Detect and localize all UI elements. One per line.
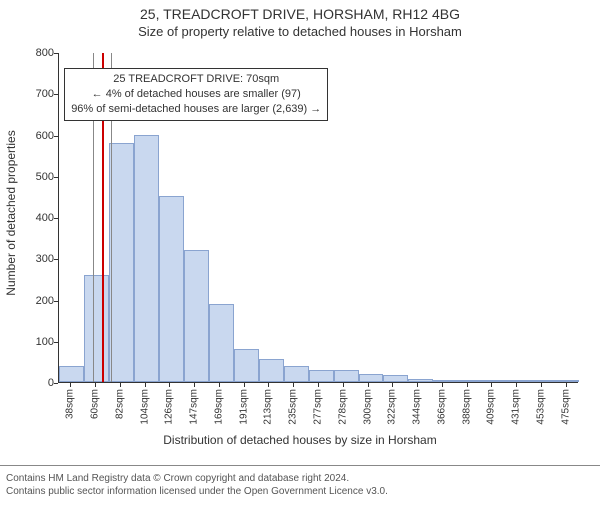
x-tick-label: 147sqm (189, 389, 200, 425)
x-tick-label: 453sqm (535, 389, 546, 425)
x-tick-label: 344sqm (412, 389, 423, 425)
x-tick-label: 169sqm (213, 389, 224, 425)
histogram-bar (134, 135, 159, 383)
x-tick-mark (417, 383, 418, 387)
x-tick-label: 126sqm (164, 389, 175, 425)
histogram-bar (433, 380, 458, 382)
histogram-bar (84, 275, 109, 382)
y-tick-mark (54, 53, 58, 54)
annotation-line: ← 4% of detached houses are smaller (97) (71, 87, 321, 102)
histogram-bar (109, 143, 134, 382)
y-tick-mark (54, 218, 58, 219)
y-tick-mark (54, 94, 58, 95)
x-tick-mark (194, 383, 195, 387)
x-tick-label: 277sqm (313, 389, 324, 425)
x-tick-mark (145, 383, 146, 387)
x-tick-label: 366sqm (436, 389, 447, 425)
y-tick-mark (54, 383, 58, 384)
histogram-bar (483, 380, 508, 382)
annotation-box: 25 TREADCROFT DRIVE: 70sqm← 4% of detach… (64, 68, 328, 121)
x-tick-label: 38sqm (65, 389, 76, 419)
x-tick-mark (442, 383, 443, 387)
x-tick-mark (120, 383, 121, 387)
y-tick-label: 200 (14, 295, 54, 307)
x-tick-mark (566, 383, 567, 387)
y-tick-mark (54, 301, 58, 302)
histogram-bar (234, 349, 259, 382)
annotation-line: 25 TREADCROFT DRIVE: 70sqm (71, 72, 321, 87)
x-tick-mark (467, 383, 468, 387)
histogram-bar (209, 304, 234, 382)
x-tick-label: 475sqm (560, 389, 571, 425)
title-sub: Size of property relative to detached ho… (0, 24, 600, 39)
histogram-bar (458, 380, 483, 382)
x-tick-mark (169, 383, 170, 387)
x-tick-mark (219, 383, 220, 387)
histogram-bar (184, 250, 209, 382)
y-tick-mark (54, 136, 58, 137)
y-tick-label: 800 (14, 47, 54, 59)
x-tick-mark (318, 383, 319, 387)
histogram-bar (284, 366, 309, 383)
footer-line-1: Contains HM Land Registry data © Crown c… (6, 472, 594, 485)
x-tick-label: 388sqm (461, 389, 472, 425)
x-tick-label: 278sqm (337, 389, 348, 425)
x-tick-mark (541, 383, 542, 387)
y-tick-mark (54, 259, 58, 260)
histogram-bar (159, 196, 184, 382)
y-tick-label: 300 (14, 253, 54, 265)
histogram-bar (508, 380, 533, 382)
y-tick-label: 600 (14, 130, 54, 142)
y-tick-mark (54, 342, 58, 343)
x-tick-label: 409sqm (486, 389, 497, 425)
x-tick-label: 191sqm (238, 389, 249, 425)
x-tick-mark (95, 383, 96, 387)
x-tick-mark (244, 383, 245, 387)
chart-area: Number of detached properties 25 TREADCR… (0, 43, 600, 443)
y-tick-label: 500 (14, 171, 54, 183)
histogram-bar (259, 359, 284, 382)
x-tick-label: 104sqm (139, 389, 150, 425)
histogram-bar (558, 380, 579, 382)
footer-line-2: Contains public sector information licen… (6, 485, 594, 498)
histogram-bar (408, 379, 433, 382)
y-tick-mark (54, 177, 58, 178)
y-tick-label: 700 (14, 88, 54, 100)
x-tick-mark (516, 383, 517, 387)
x-tick-mark (392, 383, 393, 387)
histogram-bar (309, 370, 334, 382)
x-tick-label: 213sqm (263, 389, 274, 425)
x-tick-mark (491, 383, 492, 387)
x-tick-label: 300sqm (362, 389, 373, 425)
histogram-bar (383, 375, 408, 382)
x-tick-label: 82sqm (114, 389, 125, 419)
histogram-bar (59, 366, 84, 383)
x-tick-mark (293, 383, 294, 387)
x-tick-label: 235sqm (288, 389, 299, 425)
x-tick-mark (343, 383, 344, 387)
x-tick-label: 60sqm (90, 389, 101, 419)
annotation-line: 96% of semi-detached houses are larger (… (71, 102, 321, 117)
title-main: 25, TREADCROFT DRIVE, HORSHAM, RH12 4BG (0, 6, 600, 22)
x-tick-label: 431sqm (511, 389, 522, 425)
x-axis-label: Distribution of detached houses by size … (0, 433, 600, 447)
x-tick-mark (70, 383, 71, 387)
x-tick-mark (268, 383, 269, 387)
y-tick-label: 400 (14, 212, 54, 224)
histogram-bar (359, 374, 384, 382)
histogram-bar (533, 380, 558, 382)
y-tick-label: 100 (14, 336, 54, 348)
x-tick-label: 322sqm (387, 389, 398, 425)
y-tick-label: 0 (14, 377, 54, 389)
x-tick-mark (368, 383, 369, 387)
histogram-bar (334, 370, 359, 382)
plot-area: 25 TREADCROFT DRIVE: 70sqm← 4% of detach… (58, 53, 578, 383)
